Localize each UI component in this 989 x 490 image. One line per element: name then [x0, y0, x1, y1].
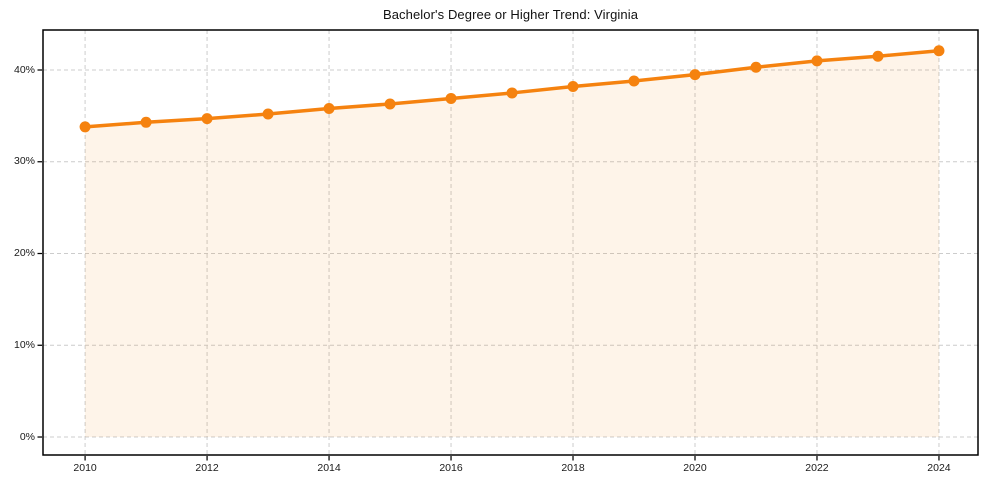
data-point-marker — [201, 113, 213, 125]
data-point-marker — [384, 98, 396, 110]
data-point-marker — [628, 75, 640, 87]
x-tick-label: 2014 — [317, 462, 341, 474]
data-point-marker — [262, 108, 274, 120]
data-point-marker — [872, 50, 884, 62]
x-tick-label: 2010 — [73, 462, 97, 474]
y-tick-label: 0% — [19, 430, 35, 443]
data-point-marker — [445, 92, 457, 104]
x-tick-label: 2012 — [195, 462, 219, 474]
data-point-marker — [323, 103, 335, 115]
y-tick-label: 40% — [13, 63, 35, 76]
x-tick-label: 2018 — [561, 462, 585, 474]
trend-line-chart — [37, 29, 979, 461]
y-tick-label: 10% — [13, 338, 35, 351]
data-point-marker — [140, 116, 152, 128]
data-point-marker — [79, 121, 91, 133]
x-tick-label: 2016 — [439, 462, 463, 474]
plot-border — [42, 29, 979, 456]
x-tick-label: 2020 — [683, 462, 707, 474]
x-tick-label: 2022 — [805, 462, 829, 474]
area-fill — [85, 50, 939, 438]
x-tick-label: 2024 — [927, 462, 951, 474]
chart-title: Bachelor's Degree or Higher Trend: Virgi… — [382, 7, 639, 22]
data-point-marker — [811, 55, 823, 67]
data-point-marker — [750, 61, 762, 73]
data-point-marker — [689, 69, 701, 81]
y-tick-label: 30% — [13, 155, 35, 168]
y-tick-label: 20% — [13, 247, 35, 259]
data-point-marker — [567, 81, 579, 93]
data-point-marker — [506, 87, 518, 99]
data-point-marker — [933, 45, 945, 57]
